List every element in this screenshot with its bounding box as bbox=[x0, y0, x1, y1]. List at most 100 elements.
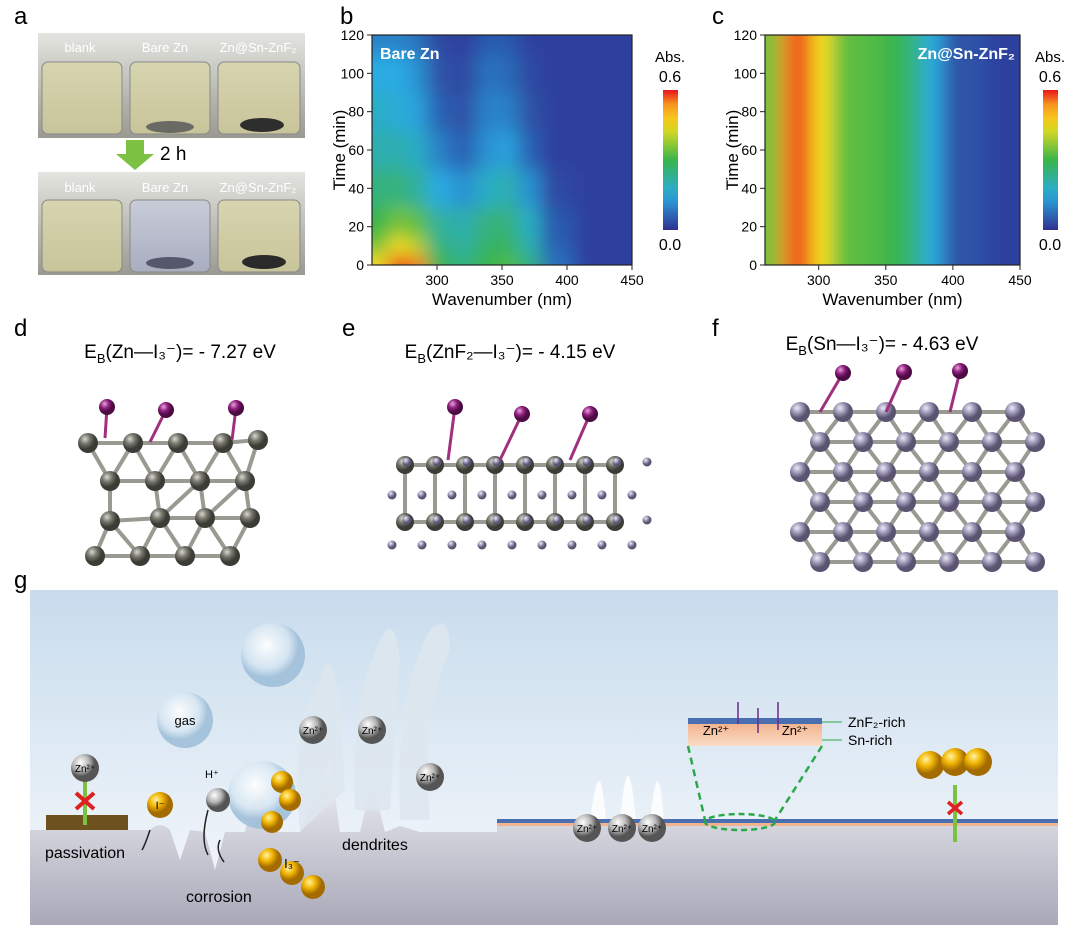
contour-cell bbox=[388, 236, 409, 256]
colorbar-tick-label: 0.0 bbox=[659, 237, 681, 254]
protective-layer bbox=[497, 823, 1058, 826]
atom bbox=[876, 462, 896, 482]
y-tick-label: 0 bbox=[356, 257, 364, 273]
atom bbox=[213, 433, 233, 453]
ion-label: Zn²⁺ bbox=[642, 824, 662, 835]
atom bbox=[477, 540, 487, 550]
contour-cell bbox=[858, 236, 883, 256]
contour-cell bbox=[450, 207, 477, 237]
zinc-ion bbox=[416, 763, 444, 791]
contour-cell bbox=[498, 92, 519, 132]
contour-cell bbox=[407, 207, 428, 237]
protective-layer bbox=[497, 819, 1058, 823]
contour-cell bbox=[882, 35, 904, 55]
triiodide bbox=[916, 751, 944, 779]
contour-cell bbox=[795, 54, 812, 93]
contour-cell bbox=[388, 169, 409, 208]
zinc-ion bbox=[573, 814, 601, 842]
contour-cell bbox=[942, 130, 987, 170]
contour-cell bbox=[986, 92, 1020, 132]
passivation-label: passivation bbox=[45, 845, 125, 862]
x-tick-label: 300 bbox=[425, 272, 449, 288]
contour-cells bbox=[372, 35, 632, 265]
contour-cell bbox=[541, 130, 574, 170]
atom bbox=[240, 508, 260, 528]
contour-cell bbox=[810, 169, 833, 208]
zinc-ion bbox=[358, 716, 386, 744]
contour-cell bbox=[372, 92, 389, 132]
triiodide bbox=[258, 848, 282, 872]
atom bbox=[962, 402, 982, 422]
contour-cell bbox=[407, 169, 428, 208]
triiodide bbox=[271, 771, 293, 793]
atom bbox=[835, 365, 851, 381]
atom bbox=[1005, 402, 1025, 422]
atom bbox=[100, 471, 120, 491]
atom bbox=[597, 540, 607, 550]
zn-foil bbox=[146, 257, 194, 269]
contour-cell bbox=[541, 207, 574, 237]
contour-cell bbox=[942, 35, 987, 55]
contour-cell bbox=[832, 169, 860, 208]
contour-cell bbox=[922, 207, 944, 237]
atom bbox=[417, 490, 427, 500]
deposition-arrow bbox=[737, 702, 779, 733]
atom bbox=[150, 508, 170, 528]
zinc-ion bbox=[608, 814, 636, 842]
contour-cell bbox=[541, 169, 574, 208]
uniform-deposits bbox=[590, 776, 664, 822]
contour-cell bbox=[922, 255, 944, 265]
atom bbox=[462, 515, 472, 525]
dendrites-label: dendrites bbox=[342, 837, 408, 854]
contour-cell bbox=[450, 130, 477, 170]
contour-cell bbox=[372, 130, 389, 170]
zinc-ions: Zn²⁺ Zn²⁺ Zn²⁺ Zn²⁺ Zn²⁺ Zn²⁺ Zn²⁺ Zn²⁺ Zn²⁺ bbox=[71, 716, 808, 842]
contour-cell bbox=[612, 92, 632, 132]
contour-cells bbox=[765, 35, 1020, 265]
contour-cell bbox=[541, 54, 574, 93]
panel-label: a bbox=[14, 3, 28, 30]
contour-cell bbox=[765, 130, 781, 170]
panel-label: b bbox=[340, 3, 353, 30]
contour-cell bbox=[388, 207, 409, 237]
ion-label: Zn²⁺ bbox=[75, 764, 95, 775]
contour-cell bbox=[810, 236, 833, 256]
zn-foil bbox=[240, 118, 284, 132]
ion-label: Zn²⁺ bbox=[577, 824, 597, 835]
contour-cell bbox=[427, 255, 451, 265]
contour-cell bbox=[922, 236, 944, 256]
atom bbox=[612, 515, 622, 525]
atom bbox=[833, 522, 853, 542]
atom bbox=[447, 540, 457, 550]
contour-cell bbox=[765, 35, 781, 55]
atom bbox=[790, 522, 810, 542]
colorbar-tick-label: 0.6 bbox=[1039, 69, 1061, 86]
atom bbox=[627, 540, 637, 550]
zoom-line bbox=[686, 745, 824, 821]
contour-cell bbox=[518, 92, 542, 132]
atom bbox=[1025, 432, 1045, 452]
atom bbox=[627, 490, 637, 500]
atom bbox=[85, 546, 105, 566]
contour-cell bbox=[573, 255, 613, 265]
beaker bbox=[129, 61, 211, 135]
contour-cell bbox=[858, 130, 883, 170]
contour-cell bbox=[450, 236, 477, 256]
contour-cell bbox=[795, 35, 812, 55]
contour-cell bbox=[882, 92, 904, 132]
contour-cell bbox=[765, 92, 781, 132]
contour-cell bbox=[858, 255, 883, 265]
contour-cell bbox=[902, 169, 924, 208]
x-tick-label: 400 bbox=[555, 272, 579, 288]
contour-cell bbox=[518, 169, 542, 208]
atom bbox=[982, 552, 1002, 572]
atom bbox=[387, 540, 397, 550]
contour-cell bbox=[986, 255, 1020, 265]
atom bbox=[123, 433, 143, 453]
contour-cell bbox=[476, 255, 500, 265]
ion-label: Zn²⁺ bbox=[303, 726, 323, 737]
contour-cell bbox=[882, 169, 904, 208]
contour-cell bbox=[407, 92, 428, 132]
colorbar bbox=[1043, 90, 1058, 230]
contour-cell bbox=[427, 54, 451, 93]
